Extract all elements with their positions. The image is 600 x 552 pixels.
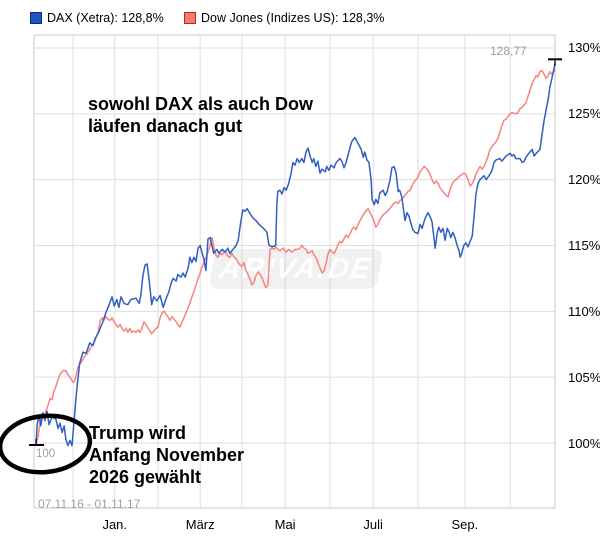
x-axis-tick-label: März: [185, 517, 215, 532]
y-axis-tick-label: 100%: [568, 435, 600, 451]
end-value-label: 128,77: [490, 44, 527, 58]
y-axis-tick-label: 130%: [568, 40, 600, 56]
date-range-label: 07.11.16 - 01.11.17: [38, 497, 141, 511]
y-axis-tick-label: 125%: [568, 106, 600, 122]
x-axis-tick-label: Juli: [363, 517, 383, 532]
y-axis-tick-label: 115%: [568, 237, 600, 253]
dax-legend-swatch-icon: [30, 12, 42, 24]
dax-legend-label: DAX (Xetra): 128,8%: [47, 11, 164, 25]
annotation-top-line1: sowohl DAX als auch Dow: [88, 94, 314, 114]
legend-item-dax: DAX (Xetra): 128,8%: [30, 11, 164, 25]
x-axis-tick-label: Sep.: [451, 517, 479, 532]
x-axis-tick-label: Jan.: [102, 517, 128, 532]
legend-item-dow: Dow Jones (Indizes US): 128,3%: [184, 11, 384, 25]
y-axis-tick-label: 120%: [568, 172, 600, 188]
dow-legend-label: Dow Jones (Indizes US): 128,3%: [201, 11, 385, 25]
annotation-top-line2: läufen danach gut: [88, 116, 243, 136]
start-value-label: 100: [36, 448, 56, 460]
annotation-bottom-line3: 2026 gewählt: [89, 467, 202, 487]
x-axis-tick-label: Mai: [274, 517, 296, 532]
y-axis-tick-label: 110%: [568, 303, 600, 319]
annotation-top: sowohl DAX als auch Dow läufen danach gut: [88, 93, 313, 137]
dow-legend-swatch-icon: [184, 12, 196, 24]
annotation-bottom-line1: Trump wird: [89, 423, 187, 443]
annotation-bottom-line2: Anfang November: [89, 445, 245, 465]
y-axis-tick-label: 105%: [568, 369, 600, 385]
annotation-bottom: Trump wird Anfang November 2026 gewählt: [89, 422, 244, 488]
